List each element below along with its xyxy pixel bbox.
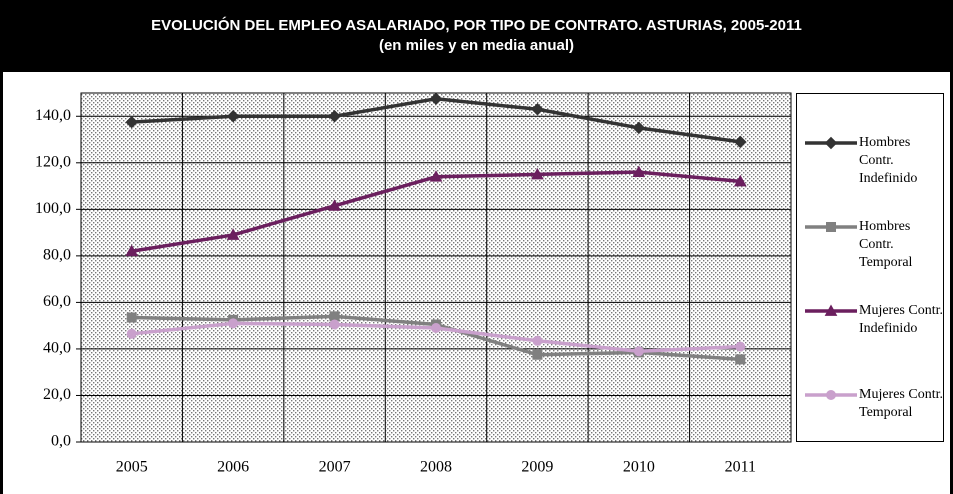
legend-label: Hombres Contr. Temporal bbox=[859, 219, 913, 270]
chart: 0,0 20,0 40,0 60,0 80,0 100,0 120,0 140,0 2005 20… bbox=[35, 92, 792, 476]
y-tick-label: 80,0 bbox=[43, 247, 71, 264]
point-marker bbox=[735, 354, 746, 365]
x-tick-label: 2011 bbox=[725, 459, 756, 476]
point-marker bbox=[431, 322, 441, 333]
point-marker bbox=[226, 228, 240, 240]
point-marker bbox=[429, 170, 443, 182]
legend-label: Mujeres Contr. Indefinido bbox=[859, 303, 943, 336]
point-marker bbox=[126, 328, 137, 339]
y-tick-label: 140,0 bbox=[35, 107, 71, 124]
point-marker bbox=[228, 318, 239, 329]
x-tick-label: 2007 bbox=[319, 459, 351, 476]
point-marker bbox=[125, 244, 139, 257]
y-tick-label: 0,0 bbox=[51, 433, 71, 450]
y-tick-label: 100,0 bbox=[35, 200, 71, 217]
x-tick-label: 2010 bbox=[623, 459, 655, 476]
legend-marker bbox=[824, 136, 838, 150]
plot-area bbox=[80, 92, 792, 443]
point-marker bbox=[734, 135, 747, 149]
y-tick-label: 60,0 bbox=[43, 293, 71, 310]
point-marker bbox=[226, 110, 240, 123]
title-bar: EVOLUCIÓN DEL EMPLEO ASALARIADO, POR TIP… bbox=[3, 0, 950, 72]
chart-subtitle: (en miles y en media anual) bbox=[378, 37, 575, 54]
y-tick-label: 40,0 bbox=[43, 340, 71, 357]
chart-title: EVOLUCIÓN DEL EMPLEO ASALARIADO, POR TIP… bbox=[151, 17, 802, 34]
point-marker bbox=[633, 346, 644, 357]
point-marker bbox=[733, 174, 747, 187]
point-marker bbox=[328, 199, 341, 211]
x-tick-label: 2005 bbox=[116, 459, 148, 476]
point-marker bbox=[532, 349, 543, 360]
point-marker bbox=[531, 167, 544, 180]
x-tick-label: 2008 bbox=[420, 459, 452, 476]
point-marker bbox=[632, 121, 646, 135]
x-tick-label: 2006 bbox=[217, 459, 249, 476]
legend: Hombres Contr. Indefinido Hombres Contr. … bbox=[796, 93, 944, 442]
point-marker bbox=[532, 335, 543, 346]
legend-label: Mujeres Contr. Temporal bbox=[859, 387, 943, 420]
point-marker bbox=[328, 110, 341, 123]
legend-label: Hombres Contr. Indefinido bbox=[859, 135, 918, 186]
point-marker bbox=[632, 165, 646, 178]
legend-marker bbox=[824, 304, 838, 316]
point-marker bbox=[125, 115, 138, 129]
point-marker bbox=[126, 312, 137, 323]
legend-marker bbox=[826, 390, 836, 400]
point-marker bbox=[329, 319, 340, 330]
point-marker bbox=[735, 341, 746, 352]
y-tick-label: 120,0 bbox=[35, 153, 71, 170]
point-marker bbox=[429, 92, 443, 106]
point-marker bbox=[531, 103, 544, 116]
y-tick-label: 20,0 bbox=[43, 386, 71, 403]
legend-marker bbox=[826, 222, 836, 232]
legend-keys bbox=[805, 136, 857, 400]
x-tick-label: 2009 bbox=[521, 459, 553, 476]
